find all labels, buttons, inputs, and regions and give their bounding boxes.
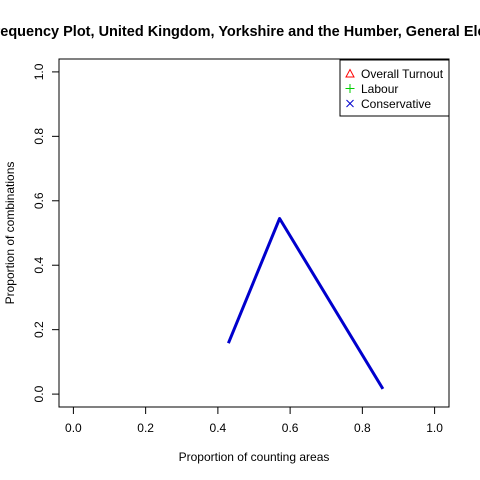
legend-plus-marker: [345, 84, 355, 93]
x-tick-label: 0.4: [210, 421, 227, 435]
x-tick-label: 0.0: [65, 421, 82, 435]
y-tick-label: 0.6: [32, 192, 46, 209]
series-line: [227, 217, 385, 390]
y-tick-label: 0.0: [32, 385, 46, 402]
legend-cross-marker: [346, 99, 354, 108]
legend-triangle-marker: [345, 68, 355, 78]
x-tick-label: 1.0: [426, 421, 443, 435]
legend-cross-b: [346, 99, 354, 108]
y-tick-label: 1.0: [32, 63, 46, 80]
y-axis-label: Proportion of combinations: [3, 162, 17, 305]
legend-box: [339, 59, 450, 117]
x-axis-label: Proportion of counting areas: [179, 450, 330, 464]
legend-label: Conservative: [361, 97, 431, 111]
series-layer: [227, 217, 385, 390]
y-tick-label: 0.4: [32, 257, 46, 274]
y-tick-label: 0.8: [32, 128, 46, 145]
x-tick-label: 0.2: [137, 421, 154, 435]
y-axis: 0.0 0.2 0.4 0.6 0.8 1.0: [32, 63, 60, 402]
legend-label: Overall Turnout: [361, 67, 444, 81]
y-tick-label: 0.2: [32, 321, 46, 338]
x-axis: 0.0 0.2 0.4 0.6 0.8 1.0: [65, 406, 443, 435]
legend-label: Labour: [361, 82, 398, 96]
x-tick-label: 0.8: [354, 421, 371, 435]
chart-title: Frequency Plot, United Kingdom, Yorkshir…: [0, 24, 480, 40]
x-tick-label: 0.6: [282, 421, 299, 435]
